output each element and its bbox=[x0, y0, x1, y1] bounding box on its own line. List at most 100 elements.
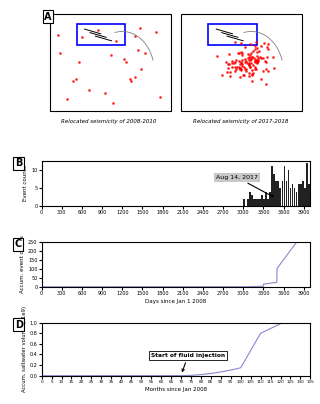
Point bbox=[263, 81, 268, 87]
Point bbox=[254, 45, 260, 51]
Point bbox=[237, 74, 242, 80]
Bar bbox=[282, 181, 284, 206]
Point bbox=[238, 49, 243, 55]
Point bbox=[114, 38, 119, 44]
Point bbox=[232, 67, 237, 74]
Bar bbox=[247, 199, 249, 206]
Point bbox=[229, 64, 234, 71]
Point bbox=[240, 56, 245, 63]
Point bbox=[259, 76, 264, 82]
Point bbox=[265, 53, 270, 60]
Y-axis label: Event counts: Event counts bbox=[23, 165, 28, 201]
Point bbox=[242, 63, 247, 70]
Point bbox=[250, 71, 255, 77]
Point bbox=[255, 59, 260, 65]
Point bbox=[256, 48, 261, 54]
Point bbox=[243, 44, 248, 50]
Point bbox=[263, 57, 268, 64]
Point bbox=[255, 57, 260, 63]
Text: D: D bbox=[15, 320, 23, 330]
Text: Relocated seismicity of 2008-2010: Relocated seismicity of 2008-2010 bbox=[61, 119, 156, 124]
Point bbox=[244, 66, 249, 72]
Bar bbox=[277, 181, 279, 206]
Point bbox=[239, 61, 244, 67]
Bar bbox=[296, 191, 298, 206]
Point bbox=[252, 46, 257, 53]
Point bbox=[265, 44, 270, 50]
Bar bbox=[273, 174, 275, 206]
Point bbox=[254, 53, 260, 59]
Bar bbox=[261, 195, 263, 206]
Bar bbox=[290, 188, 292, 206]
Point bbox=[238, 67, 243, 74]
Point bbox=[123, 59, 128, 66]
Point bbox=[250, 54, 255, 60]
Point bbox=[223, 59, 228, 65]
Point bbox=[252, 64, 258, 71]
Point bbox=[248, 40, 253, 47]
Text: Relocated seismicity of 2017-2018: Relocated seismicity of 2017-2018 bbox=[193, 119, 288, 124]
Point bbox=[231, 60, 236, 67]
Point bbox=[261, 68, 266, 74]
Bar bbox=[269, 191, 271, 206]
Point bbox=[238, 60, 244, 66]
Text: B: B bbox=[15, 158, 22, 168]
Point bbox=[236, 50, 242, 56]
Point bbox=[259, 43, 264, 50]
Point bbox=[232, 64, 237, 71]
X-axis label: Days since Jan 1 2008: Days since Jan 1 2008 bbox=[145, 299, 207, 304]
Point bbox=[154, 29, 159, 36]
Point bbox=[260, 54, 265, 61]
Point bbox=[250, 66, 255, 73]
Point bbox=[95, 27, 100, 33]
Point bbox=[237, 65, 243, 72]
Point bbox=[235, 50, 240, 56]
Text: A: A bbox=[44, 12, 52, 21]
Point bbox=[250, 72, 255, 78]
Point bbox=[86, 87, 92, 93]
Point bbox=[263, 66, 268, 73]
Point bbox=[233, 39, 238, 46]
Point bbox=[246, 60, 252, 67]
Point bbox=[248, 60, 253, 66]
Point bbox=[256, 58, 261, 64]
Point bbox=[254, 59, 259, 65]
Point bbox=[129, 78, 134, 84]
Point bbox=[263, 59, 268, 65]
Point bbox=[241, 72, 246, 78]
Bar bbox=[259, 199, 261, 206]
Point bbox=[220, 72, 225, 78]
Point bbox=[214, 53, 220, 60]
Bar bbox=[288, 170, 289, 206]
Point bbox=[229, 60, 234, 67]
Point bbox=[228, 73, 233, 79]
Point bbox=[246, 62, 251, 68]
Point bbox=[109, 51, 114, 58]
Point bbox=[246, 57, 251, 64]
Point bbox=[252, 57, 257, 64]
Point bbox=[245, 55, 250, 61]
Bar bbox=[263, 199, 265, 206]
Point bbox=[271, 65, 276, 72]
Point bbox=[247, 63, 252, 70]
Point bbox=[262, 40, 267, 46]
Bar bbox=[284, 166, 285, 206]
Point bbox=[252, 42, 258, 49]
Point bbox=[242, 56, 247, 63]
Point bbox=[237, 66, 243, 73]
Bar bbox=[265, 191, 267, 206]
Bar bbox=[302, 181, 304, 206]
Point bbox=[133, 32, 138, 39]
Point bbox=[70, 78, 76, 85]
Bar bbox=[243, 199, 245, 206]
Point bbox=[249, 56, 254, 62]
Point bbox=[248, 50, 253, 56]
Point bbox=[254, 60, 259, 66]
Y-axis label: Accum. event counts: Accum. event counts bbox=[20, 235, 25, 293]
Point bbox=[251, 62, 256, 68]
Point bbox=[252, 65, 257, 72]
Bar bbox=[181, 14, 302, 111]
Text: Aug 14, 2017: Aug 14, 2017 bbox=[216, 175, 273, 197]
Point bbox=[254, 65, 259, 72]
Text: Start of fluid injection: Start of fluid injection bbox=[151, 353, 225, 371]
